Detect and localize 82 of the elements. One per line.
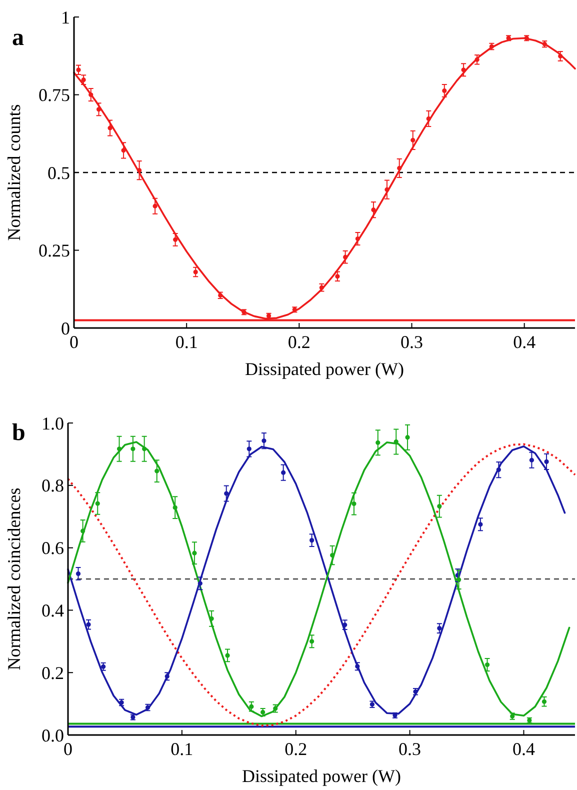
point: [478, 522, 483, 527]
x-tick-label: 0.3: [400, 332, 424, 352]
point: [384, 187, 390, 192]
point: [152, 204, 158, 208]
y-axis-title: Normalized coincidences: [4, 488, 24, 670]
x-tick-label: 0.4: [512, 739, 535, 759]
point: [437, 504, 442, 509]
point: [405, 435, 410, 440]
point: [209, 616, 214, 621]
point: [397, 166, 402, 170]
point: [342, 622, 348, 628]
x-tick-label: 0.2: [288, 332, 310, 352]
point: [456, 577, 462, 582]
point: [355, 236, 360, 242]
y-tick-label: 0.6: [42, 538, 64, 558]
point: [130, 446, 136, 452]
point: [310, 639, 314, 644]
point: [335, 274, 340, 279]
point: [371, 208, 376, 212]
y-tick-label: 1: [61, 7, 70, 28]
y-tick-label: 0.5: [48, 162, 70, 183]
point: [116, 446, 122, 452]
point: [410, 138, 416, 142]
point: [544, 459, 549, 464]
point: [193, 270, 198, 274]
point: [442, 88, 447, 94]
point: [154, 468, 160, 474]
point: [246, 446, 252, 452]
point: [281, 470, 286, 475]
point: [352, 502, 356, 506]
point: [310, 538, 314, 543]
x-tick-label: 0.4: [513, 332, 536, 352]
y-tick-label: 1.0: [42, 413, 64, 434]
point: [542, 699, 547, 704]
point: [86, 622, 91, 627]
point: [80, 528, 86, 534]
point: [137, 168, 142, 173]
point: [225, 653, 230, 658]
point: [198, 581, 202, 586]
point: [461, 68, 466, 72]
point: [121, 148, 126, 153]
chart-title: a: [12, 25, 24, 51]
point: [173, 237, 178, 242]
x-tick-label: 0.3: [398, 739, 422, 759]
y-tick-label: 0.25: [38, 240, 70, 261]
point: [249, 704, 254, 709]
point: [262, 438, 266, 444]
point: [376, 440, 380, 445]
chart-title: b: [12, 420, 26, 446]
y-tick-label: 0: [61, 318, 70, 338]
point: [496, 468, 501, 472]
x-tick-label: 0.1: [175, 332, 198, 352]
point: [108, 126, 112, 130]
point: [76, 571, 81, 576]
line-series: [73, 37, 576, 320]
point: [558, 54, 563, 58]
point: [224, 491, 229, 496]
y-tick-label: 0.8: [42, 476, 64, 496]
point: [484, 662, 490, 668]
point: [529, 458, 534, 462]
point: [343, 254, 348, 260]
y-tick-label: 0.0: [42, 725, 64, 746]
point: [96, 107, 102, 112]
y-tick-label: 0.75: [38, 85, 70, 106]
point: [81, 78, 86, 82]
point: [95, 501, 100, 506]
y-tick-label: 0.2: [42, 662, 64, 683]
point: [192, 550, 197, 556]
point: [426, 116, 431, 121]
y-axis-title: Normalized counts: [4, 104, 24, 241]
point: [88, 92, 94, 98]
point: [437, 626, 442, 631]
y-tick-label: 0.4: [42, 600, 64, 620]
x-axis-title: Dissipated power (W): [245, 359, 404, 379]
point: [76, 68, 81, 72]
x-tick-label: 0.1: [170, 739, 194, 759]
point: [474, 57, 480, 62]
x-axis-title: Dissipated power (W): [242, 766, 401, 786]
point: [172, 505, 178, 510]
x-tick-label: 0.2: [284, 739, 308, 759]
point: [142, 446, 147, 452]
point: [330, 552, 335, 558]
